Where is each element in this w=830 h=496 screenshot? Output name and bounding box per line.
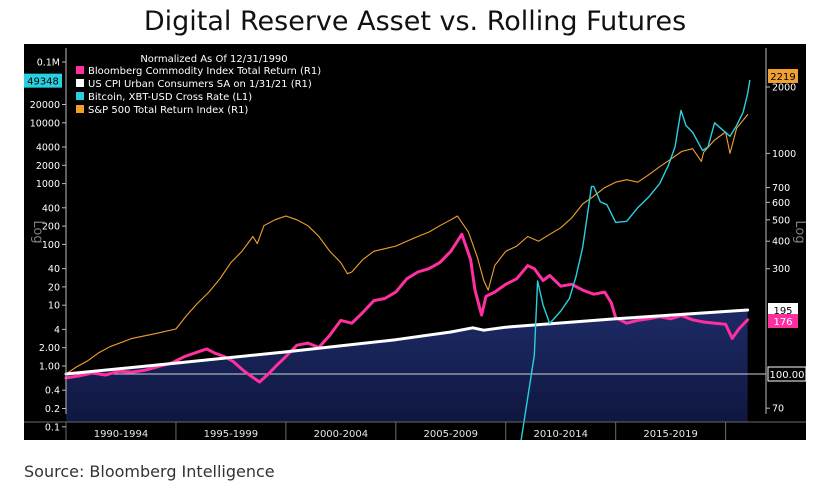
x-tick-label: 2005-2009 xyxy=(424,429,479,440)
left-tick-label: 0.1 xyxy=(45,422,60,433)
x-tick-label: 2000-2004 xyxy=(314,429,369,440)
left-tick-label: 2.00 xyxy=(39,343,60,354)
x-tick-label: 1995-1999 xyxy=(204,429,259,440)
legend-item-label: US CPI Urban Consumers SA on 1/31/21 (R1… xyxy=(88,79,312,90)
left-tick-label: 20000 xyxy=(30,100,60,111)
right-tick-label: 600 xyxy=(772,198,790,209)
right-tick-label: 2000 xyxy=(772,82,796,93)
right-axis-label: Log xyxy=(792,220,806,243)
left-tick-label: 4000 xyxy=(36,142,60,153)
legend-item-label: Bloomberg Commodity Index Total Return (… xyxy=(88,66,321,77)
left-tick-label: 20 xyxy=(48,282,60,293)
right-tick-label: 70 xyxy=(772,404,784,415)
right-tick-label: 400 xyxy=(772,237,790,248)
legend-swatch xyxy=(76,105,84,113)
series-line-us xyxy=(64,308,750,376)
left-tick-label: 1.00 xyxy=(39,362,60,373)
right-value-badge-label: 2219 xyxy=(770,72,795,83)
legend-swatch xyxy=(76,66,84,74)
right-value-badge-label: 195 xyxy=(773,306,792,317)
right-value-badge-label: 100.00 xyxy=(770,370,805,381)
left-tick-label: 10000 xyxy=(30,118,60,129)
right-value-badge xyxy=(768,303,798,317)
right-tick-label: 1000 xyxy=(772,149,796,160)
left-tick-label: 0.2 xyxy=(45,404,60,415)
series-line-bloomberg xyxy=(64,232,750,384)
left-tick-label: 0.1M xyxy=(37,58,60,69)
x-tick-label: 1990-1994 xyxy=(94,429,149,440)
right-tick-label: 500 xyxy=(772,215,790,226)
legend-swatch xyxy=(76,79,84,87)
left-value-badge xyxy=(24,73,62,88)
left-tick-label: 0.4 xyxy=(45,386,60,397)
left-tick-label: 2000 xyxy=(36,161,60,172)
left-axis-label: Log xyxy=(30,220,45,243)
left-tick-label: 10 xyxy=(48,301,60,312)
left-tick-label: 200 xyxy=(42,222,60,233)
source-note: Source: Bloomberg Intelligence xyxy=(24,462,275,481)
series-line-bitcoin xyxy=(517,79,751,446)
left-tick-label: 1000 xyxy=(36,179,60,190)
legend-item-label: Bitcoin, XBT-USD Cross Rate (L1) xyxy=(88,92,252,103)
cpi-area-fill xyxy=(66,310,748,422)
legend-swatch xyxy=(76,92,84,100)
chart-title: Digital Reserve Asset vs. Rolling Future… xyxy=(143,6,687,37)
legend-item-label: S&P 500 Total Return Index (R1) xyxy=(88,105,248,116)
left-tick-label: 100 xyxy=(42,240,60,251)
x-tick-label: 2015-2019 xyxy=(643,429,698,440)
right-value-badge xyxy=(768,69,798,83)
chart-panel: 1990-1994 1995-1999 2000-2004 2005-2009 2010… xyxy=(24,44,807,476)
right-tick-label: 700 xyxy=(772,183,790,194)
right-tick-label: 300 xyxy=(772,264,790,275)
legend-box xyxy=(70,49,350,123)
legend-header: Normalized As Of 12/31/1990 xyxy=(140,54,287,65)
series-line-sp xyxy=(65,114,749,375)
left-tick-label: 4 xyxy=(54,325,60,336)
left-tick-label: 400 xyxy=(42,203,60,214)
x-tick-label: 2010-2014 xyxy=(533,429,588,440)
chart-svg: 1990-1994 1995-1999 2000-2004 2005-2009 2010… xyxy=(24,48,807,476)
right-value-badge-label: 176 xyxy=(773,317,792,328)
left-tick-label: 40 xyxy=(48,264,60,275)
left-value-badge-label: 49348 xyxy=(27,77,59,88)
right-value-badge xyxy=(768,314,798,328)
